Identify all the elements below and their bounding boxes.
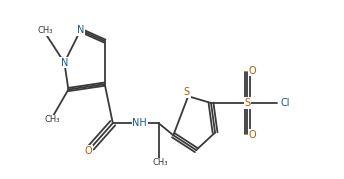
Text: O: O	[248, 66, 256, 76]
Text: CH₃: CH₃	[152, 158, 168, 168]
Text: S: S	[244, 98, 250, 108]
Text: Cl: Cl	[281, 98, 290, 108]
Text: N: N	[61, 58, 68, 68]
Text: O: O	[85, 146, 93, 156]
Text: O: O	[248, 130, 256, 140]
Text: N: N	[77, 25, 84, 35]
Text: S: S	[184, 87, 190, 97]
Text: CH₃: CH₃	[44, 115, 60, 124]
Text: NH: NH	[132, 118, 147, 128]
Text: CH₃: CH₃	[38, 26, 53, 35]
